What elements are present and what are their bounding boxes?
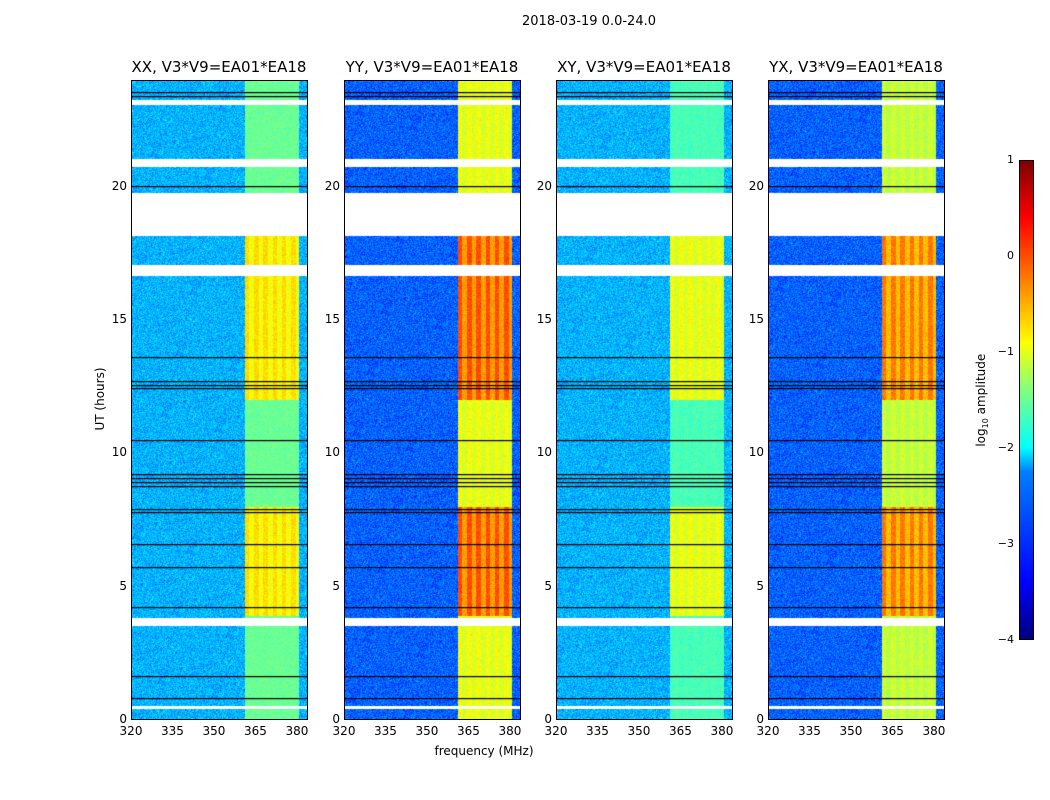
y-tick-label: 20 xyxy=(324,178,340,193)
heatmap-cells xyxy=(557,81,732,719)
y-tick-label: 15 xyxy=(111,312,127,326)
x-tick-label: 365 xyxy=(457,724,480,738)
y-tick-label: 20 xyxy=(536,178,552,193)
y-tick-label: 20 xyxy=(748,178,764,193)
y-tick-label: 5 xyxy=(544,578,552,593)
y-tick-label: 10 xyxy=(536,445,552,460)
x-tick-label: 350 xyxy=(839,724,863,738)
y-tick-label: 0 xyxy=(119,712,127,726)
heatmap-cells xyxy=(132,81,307,719)
colorbar-tick-label: −2 xyxy=(997,441,1014,454)
x-tick-label: 380 xyxy=(710,724,734,738)
y-tick-label: 0 xyxy=(756,712,764,726)
colorbar xyxy=(1019,160,1034,640)
x-tick-label: 365 xyxy=(669,724,692,738)
y-tick-label: 10 xyxy=(748,445,764,460)
colorbar-tick-label: −4 xyxy=(997,633,1014,646)
y-tick-label: 5 xyxy=(119,578,127,593)
x-tick-label: 320 xyxy=(332,724,356,738)
heatmap-panel-3 xyxy=(768,80,945,720)
y-tick-label: 5 xyxy=(756,578,764,593)
y-tick-label: 15 xyxy=(536,312,552,326)
y-axis-label: UT (hours) xyxy=(93,367,107,431)
panel-title: YX, V3*V9=EA01*EA18 xyxy=(769,58,943,76)
y-tick-label: 0 xyxy=(332,712,340,726)
colorbar-tick-label: −1 xyxy=(997,345,1014,358)
colorbar-tick-label: −3 xyxy=(997,537,1014,550)
x-tick-label: 320 xyxy=(119,724,143,738)
heatmap-panel-1 xyxy=(344,80,521,720)
figure-title: 2018-03-19 0.0-24.0 xyxy=(522,14,656,29)
x-tick-label: 365 xyxy=(881,724,904,738)
colorbar-tick-label: 0 xyxy=(1007,249,1014,262)
x-tick-label: 380 xyxy=(922,724,946,738)
x-tick-label: 365 xyxy=(244,724,267,738)
panel-title: XY, V3*V9=EA01*EA18 xyxy=(557,58,731,76)
x-tick-label: 350 xyxy=(415,724,439,738)
x-tick-label: 320 xyxy=(544,724,568,738)
panel-title: YY, V3*V9=EA01*EA18 xyxy=(345,58,519,76)
panel-title: XX, V3*V9=EA01*EA18 xyxy=(131,58,307,76)
y-tick-label: 15 xyxy=(748,312,764,326)
heatmap-panel-0 xyxy=(131,80,308,720)
x-tick-label: 320 xyxy=(756,724,780,738)
y-tick-label: 20 xyxy=(111,178,127,193)
x-tick-label: 335 xyxy=(161,724,184,738)
x-tick-label: 380 xyxy=(285,724,309,738)
colorbar-label: log10 amplitude xyxy=(973,353,991,447)
heatmap-cells xyxy=(345,81,520,719)
y-tick-label: 0 xyxy=(544,712,552,726)
x-tick-label: 335 xyxy=(374,724,397,738)
x-tick-label: 335 xyxy=(798,724,821,738)
y-tick-label: 10 xyxy=(111,445,127,460)
heatmap-panel-2 xyxy=(556,80,733,720)
colorbar-tick-label: 1 xyxy=(1007,153,1014,166)
heatmap-cells xyxy=(769,81,944,719)
x-tick-label: 350 xyxy=(627,724,651,738)
y-tick-label: 10 xyxy=(324,445,340,460)
y-tick-label: 15 xyxy=(324,312,340,326)
x-tick-label: 335 xyxy=(586,724,609,738)
x-tick-label: 380 xyxy=(498,724,522,738)
x-tick-label: 350 xyxy=(202,724,226,738)
x-axis-label: frequency (MHz) xyxy=(434,744,534,758)
y-tick-label: 5 xyxy=(332,578,340,593)
